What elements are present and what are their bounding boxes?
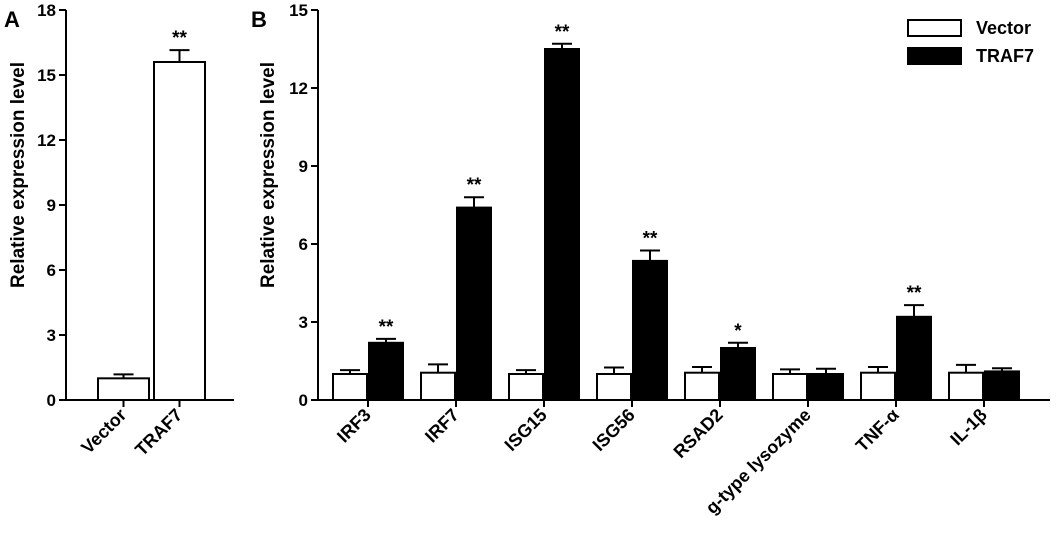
- bar-vector: [948, 371, 984, 402]
- y-tick-label: 3: [47, 326, 56, 345]
- bar-vector: [772, 373, 808, 401]
- significance-marker: **: [643, 229, 658, 250]
- x-tick-label: TRAF7: [131, 405, 186, 460]
- significance-marker: **: [379, 317, 394, 338]
- y-tick-label: 9: [47, 196, 56, 215]
- bar-vector: [596, 373, 632, 401]
- y-tick-label: 15: [37, 66, 56, 85]
- bar-vector: [332, 373, 368, 401]
- significance-marker: **: [555, 22, 570, 43]
- bar-traf7: [632, 259, 668, 401]
- bar-traf7: [896, 315, 932, 401]
- bar-vector: [508, 373, 544, 401]
- legend-label-traf7: TRAF7: [976, 46, 1034, 66]
- significance-marker: **: [172, 28, 187, 49]
- bar-traf7: [456, 206, 492, 401]
- panel-a: A 0 3 6 9 12 15 18 Relative expression level Vect…: [4, 1, 234, 460]
- bar-traf7: [368, 341, 404, 401]
- y-tick-label: 9: [299, 157, 308, 176]
- y-axis-label: Relative expression level: [8, 62, 29, 288]
- bar-traf7: [153, 61, 206, 401]
- x-tick-label: IL-1β: [946, 405, 991, 450]
- legend-swatch-traf7: [907, 47, 962, 65]
- y-tick-label: 0: [299, 391, 308, 410]
- x-tick-label: IRF3: [333, 405, 375, 447]
- panel-letter: B: [251, 7, 267, 32]
- bar-traf7: [544, 48, 580, 401]
- x-tick-label: ISG56: [589, 405, 639, 455]
- significance-marker: **: [907, 283, 922, 304]
- y-tick-label: 6: [47, 261, 56, 280]
- y-axis-label: Relative expression level: [258, 62, 279, 288]
- x-tick-label: IRF7: [421, 405, 463, 447]
- x-tick-label: RSAD2: [670, 405, 727, 462]
- bar-traf7: [720, 347, 756, 401]
- y-tick-label: 18: [37, 1, 56, 20]
- significance-marker: **: [467, 175, 482, 196]
- x-tick-label: Vector: [77, 405, 130, 458]
- y-tick-label: 12: [37, 131, 56, 150]
- bar-vector: [860, 371, 896, 402]
- panel-b: B 0 3 6 9 12 15 Relative expression level ** IRF3…: [251, 1, 1050, 518]
- y-tick-label: 15: [289, 1, 308, 20]
- x-tick-label: TNF-α: [852, 405, 903, 456]
- bar-vector: [97, 377, 150, 402]
- bar-traf7: [984, 370, 1020, 401]
- significance-marker: *: [734, 321, 742, 342]
- bar-vector: [684, 371, 720, 402]
- legend-swatch-vector: [907, 19, 962, 37]
- y-tick-label: 0: [47, 391, 56, 410]
- y-tick-label: 12: [289, 79, 308, 98]
- bar-vector: [420, 371, 456, 402]
- y-tick-label: 3: [299, 313, 308, 332]
- x-tick-label: ISG15: [501, 405, 551, 455]
- y-tick-label: 6: [299, 235, 308, 254]
- bar-traf7: [808, 373, 844, 401]
- legend-label-vector: Vector: [976, 18, 1031, 38]
- panel-letter: A: [4, 7, 20, 32]
